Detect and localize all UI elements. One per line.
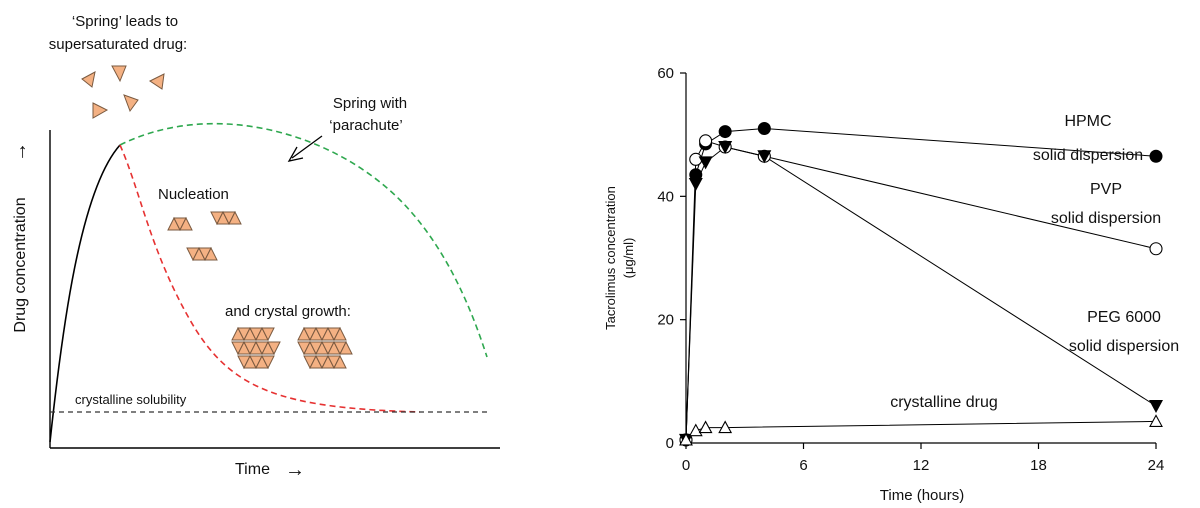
schematic-x-axis-label: Time	[235, 461, 270, 478]
particle	[111, 65, 127, 83]
x-tick-label: 0	[682, 457, 690, 474]
crystalline-point	[718, 420, 733, 434]
hpmc-point	[1149, 149, 1163, 163]
hpmc-point	[757, 122, 771, 135]
particle	[92, 102, 109, 119]
pvp-point	[699, 134, 713, 148]
nucleation-clusters	[167, 210, 242, 262]
schematic-y-axis-label: Drug concentration	[12, 197, 29, 332]
hpmc-point	[718, 125, 732, 139]
y-tick-label: 60	[657, 65, 674, 82]
particle	[81, 71, 96, 88]
spring-curve	[49, 144, 121, 443]
peg-series-line	[685, 146, 1157, 440]
peg-label-line2: solid dispersion	[1069, 338, 1179, 355]
peg-point	[718, 141, 733, 154]
schematic-x-axis-arrow: →	[285, 459, 305, 481]
crystalline-point	[698, 420, 713, 434]
peg-point	[1149, 400, 1163, 413]
crystal-clusters	[231, 326, 353, 370]
pvp-point	[1149, 242, 1163, 256]
precipitation-curve	[119, 144, 421, 413]
chart-x-axis-label: Time (hours)	[880, 487, 964, 504]
crystalline-series-line	[685, 420, 1157, 441]
parachute-label-line1: Spring with	[333, 95, 407, 112]
x-tick-label: 24	[1148, 457, 1165, 474]
parachute-label-line2: ‘parachute’	[329, 117, 402, 134]
pvp-label-line1: PVP	[1090, 181, 1122, 198]
particle	[149, 73, 165, 90]
x-tick-label: 18	[1030, 457, 1047, 474]
peg-point	[757, 150, 772, 164]
parachute-pointer-arrow	[291, 135, 323, 159]
pvp-point	[689, 152, 703, 166]
pvp-series-line	[685, 140, 1157, 440]
nucleation-label: Nucleation	[158, 186, 229, 203]
tacrolimus-chart: 0 6 12 18 24 0 20 40 60 HPMC solid dispersion PVP s…	[603, 65, 1179, 504]
peg-point	[688, 178, 703, 191]
parachute-curve	[119, 122, 488, 358]
chart-y-axis-label-line2: (μg/ml)	[621, 238, 636, 279]
chart-y-axis-label-line1: Tacrolimus concentration	[603, 186, 618, 330]
parachute-pointer-arrowhead	[287, 146, 304, 162]
peg-point	[698, 156, 713, 170]
y-tick-label: 40	[657, 188, 674, 205]
hpmc-label-line1: HPMC	[1064, 113, 1111, 130]
hpmc-label-line2: solid dispersion	[1033, 147, 1143, 164]
crystalline-point	[1149, 414, 1163, 427]
schematic-y-axis-arrow: →	[9, 142, 31, 162]
spring-caption-line1: ‘Spring’ leads to	[72, 13, 178, 30]
y-tick-label: 20	[657, 312, 674, 329]
crystalline-point	[688, 423, 703, 437]
particle	[123, 94, 139, 113]
y-tick-label: 0	[666, 435, 674, 452]
x-tick-label: 6	[799, 457, 807, 474]
supersaturated-particles	[81, 65, 165, 119]
crystalline-point	[679, 432, 693, 446]
schematic-panel: ‘Spring’ leads to supersaturated drug: S…	[9, 13, 500, 481]
crystalline-label-line1: crystalline drug	[890, 394, 998, 411]
spring-caption-line2: supersaturated drug:	[49, 36, 187, 53]
pvp-label-line2: solid dispersion	[1051, 210, 1161, 227]
solubility-label: crystalline solubility	[75, 392, 187, 407]
crystal-growth-label: and crystal growth:	[225, 303, 351, 320]
peg-label-line1: PEG 6000	[1087, 309, 1161, 326]
x-tick-label: 12	[913, 457, 930, 474]
